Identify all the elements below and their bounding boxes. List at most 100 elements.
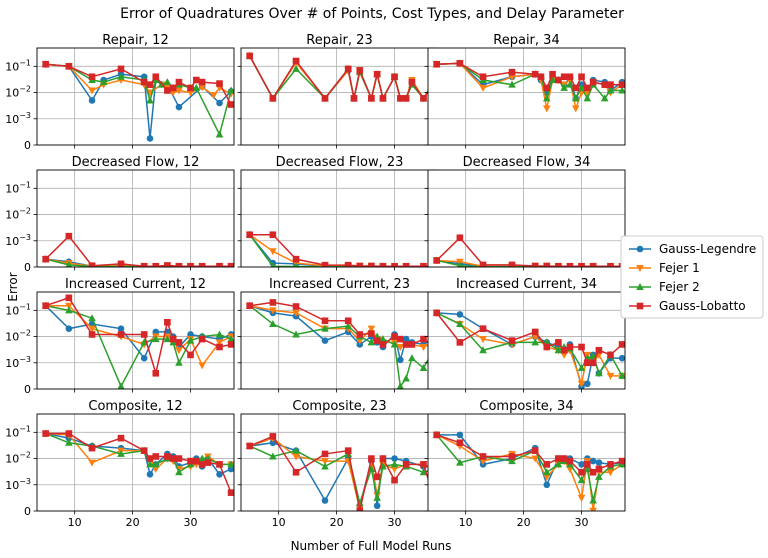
panel-frame [427,413,626,512]
data-point [607,262,614,267]
panel: Increased Current, 23 [237,277,439,393]
panel-title: Decreased Flow, 12 [72,155,200,170]
data-point [549,70,556,78]
legend-marker [636,283,644,290]
data-point [408,354,416,362]
data-point [292,446,300,454]
data-point [88,97,96,104]
panel-title: Composite, 12 [88,399,182,414]
data-point [186,89,195,97]
data-point [65,232,73,240]
data-point [216,80,223,87]
data-point [456,60,464,67]
panel-title: Increased Current, 12 [65,277,206,292]
data-point [531,338,539,346]
data-point [456,234,464,242]
x-tick-label: 30 [575,516,589,529]
data-point [606,86,615,94]
data-point [555,76,562,84]
data-point [456,261,463,267]
x-tick-label: 20 [517,516,531,529]
data-point [175,339,183,346]
data-point [379,341,387,348]
data-point [390,340,399,348]
data-point [269,320,277,328]
data-point [146,471,154,478]
data-point [293,262,299,267]
data-point [175,87,183,95]
data-point [479,336,487,344]
data-point [508,68,516,76]
data-point [227,335,234,343]
data-point [88,314,96,322]
legend-marker [636,302,644,310]
data-point [42,302,49,310]
panel-title: Increased Current, 23 [269,277,410,292]
data-point [402,341,410,348]
panel: Decreased Flow, 23 [237,155,439,271]
data-point [479,453,487,460]
y-tick-label: 0 [24,139,31,152]
data-point [433,257,440,264]
data-point [88,325,96,333]
data-point [595,346,603,354]
data-point [292,309,300,317]
data-point [151,465,160,473]
y-axis-label: Error [6,272,20,301]
data-point [321,462,329,470]
data-point [456,320,464,328]
data-point [65,438,73,446]
data-point [152,73,160,81]
panel-title: Repair, 34 [493,33,559,48]
data-point [42,255,49,263]
panel: Composite, 34 10 20 30 [424,399,626,529]
data-point [269,307,277,315]
panel-title: Increased Current, 34 [456,277,597,292]
y-tick-label: 10−1 [5,58,31,73]
legend-entry: Fejer 2 [629,280,700,294]
data-point [531,447,539,454]
data-point [373,473,381,481]
data-point [618,371,625,379]
panel-background [37,48,234,145]
y-tick-label: 10−1 [5,180,31,195]
data-point [433,60,440,68]
panel-series [432,430,625,511]
data-point [600,94,609,102]
panel-series [41,294,234,389]
panel-series [245,230,438,267]
data-point [117,65,125,73]
data-point [543,461,551,468]
x-tick-label: 20 [126,516,140,529]
data-point [344,261,352,267]
data-point [583,94,592,102]
data-point [571,94,580,102]
data-point [560,83,568,91]
data-point [402,262,410,267]
data-point [542,468,551,476]
data-point [65,325,73,332]
data-point [379,95,387,102]
x-tick-label: 30 [388,516,402,529]
data-point [531,328,539,336]
data-point [169,335,177,343]
data-point [292,468,300,476]
data-point [555,455,562,462]
data-point [560,73,568,81]
data-point [396,343,405,351]
data-point [390,460,399,468]
series-line [249,55,436,101]
data-point [65,260,73,267]
panel-title: Decreased Flow, 34 [463,155,591,170]
data-point [554,346,563,354]
data-point [391,262,398,267]
data-point [589,496,597,504]
data-point [152,453,160,460]
data-point [402,374,410,382]
data-point [572,84,580,92]
data-point [215,339,224,347]
data-point [373,70,381,78]
data-point [350,95,358,102]
data-point [419,468,428,476]
